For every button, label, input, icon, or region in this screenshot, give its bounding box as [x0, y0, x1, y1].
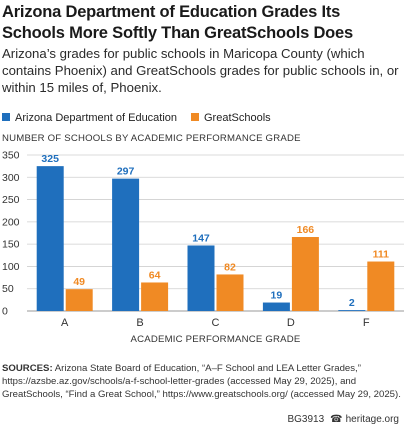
chart-subtitle: Arizona’s grades for public schools in M… — [2, 46, 399, 95]
y-axis-heading: NUMBER OF SCHOOLS BY ACADEMIC PERFORMANC… — [2, 133, 301, 144]
legend-label-greatschools: GreatSchools — [204, 112, 271, 124]
bar-greatschools — [65, 289, 93, 311]
data-label-greatschools: 166 — [297, 224, 315, 236]
sources-note: SOURCES: Arizona State Board of Educatio… — [2, 362, 404, 401]
bar-greatschools — [216, 274, 244, 311]
chart-title: Arizona Department of Education Grades I… — [2, 3, 353, 42]
y-tick-label: 200 — [2, 216, 20, 228]
data-label-ade: 325 — [41, 153, 59, 165]
bar-ade — [262, 302, 290, 311]
x-tick-label: B — [136, 317, 143, 329]
y-tick-label: 350 — [2, 150, 20, 162]
x-tick-label: D — [287, 317, 295, 329]
y-tick-label: 100 — [2, 261, 20, 273]
data-label-ade: 19 — [271, 290, 283, 302]
data-label-ade: 147 — [192, 232, 210, 244]
sources-text: Arizona State Board of Education, “A–F S… — [2, 363, 401, 400]
site-name: heritage.org — [345, 414, 399, 425]
bar-ade — [112, 178, 140, 311]
y-tick-label: 250 — [2, 194, 20, 206]
y-tick-label: 150 — [2, 239, 20, 251]
bar-ade — [338, 310, 366, 311]
data-label-ade: 297 — [117, 166, 135, 178]
footer: BG3913 ☎ heritage.org — [287, 414, 399, 425]
x-tick-label: A — [61, 317, 69, 329]
legend-label-ade: Arizona Department of Education — [15, 112, 178, 124]
data-label-greatschools: 64 — [149, 269, 161, 281]
x-tick-label: C — [212, 317, 220, 329]
x-axis-title: ACADEMIC PERFORMANCE GRADE — [131, 334, 301, 345]
bar-ade — [187, 245, 215, 311]
bar-greatschools — [367, 261, 395, 311]
data-label-greatschools: 111 — [373, 249, 390, 261]
bar-chart: 0 50 100 150 200 250 300 350 325 49 A 297 64 B 147 82 C 1… — [2, 150, 404, 345]
legend-swatch-greatschools — [191, 113, 199, 121]
bar-greatschools — [291, 237, 319, 311]
sources-label: SOURCES: — [2, 363, 53, 374]
y-tick-label: 300 — [2, 172, 20, 184]
legend-item-greatschools: GreatSchools — [191, 112, 271, 124]
bell-logo-icon: ☎ — [330, 414, 343, 425]
data-label-ade: 2 — [349, 297, 355, 309]
bar-ade — [36, 166, 64, 311]
bar-greatschools — [141, 282, 169, 311]
data-label-greatschools: 82 — [224, 261, 236, 273]
legend-swatch-ade — [2, 113, 10, 121]
report-code: BG3913 — [287, 414, 325, 425]
x-tick-label: F — [363, 317, 370, 329]
y-tick-label: 0 — [2, 306, 8, 318]
legend-item-ade: Arizona Department of Education — [2, 112, 177, 124]
data-label-greatschools: 49 — [73, 276, 85, 288]
y-tick-label: 50 — [2, 283, 14, 295]
